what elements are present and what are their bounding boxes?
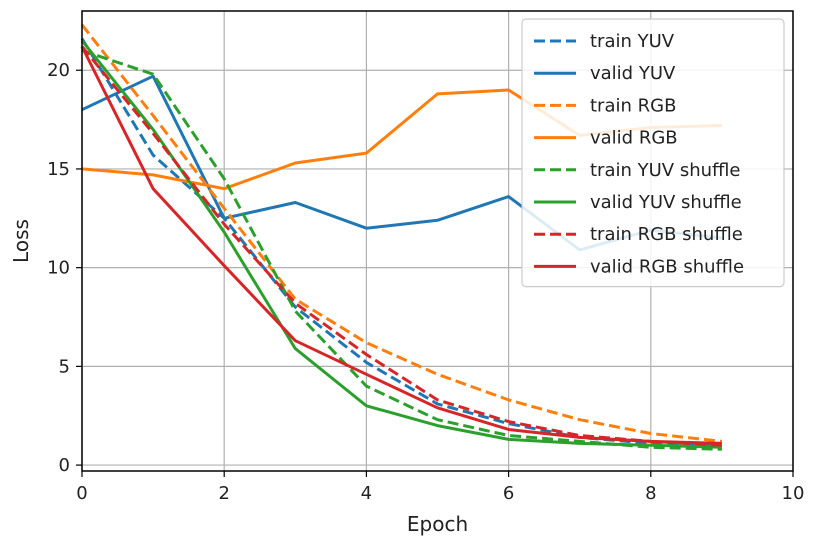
legend: train YUV valid YUV train RGB valid RGB trai… bbox=[521, 18, 785, 288]
y-tick-label: 5 bbox=[59, 356, 70, 377]
x-tick-label: 2 bbox=[218, 483, 229, 504]
legend-label: train YUV shuffle bbox=[590, 160, 741, 181]
legend-label: valid RGB bbox=[590, 128, 678, 149]
legend-box bbox=[521, 18, 785, 288]
series-line-valid-yuv-shuffle bbox=[80, 39, 722, 449]
y-axis-label: Loss bbox=[9, 219, 33, 263]
y-tick-label: 20 bbox=[47, 60, 70, 81]
x-axis-label: Epoch bbox=[407, 512, 468, 536]
x-tick-label: 10 bbox=[782, 483, 805, 504]
plot-frame bbox=[81, 10, 794, 472]
legend-label: valid YUV bbox=[590, 63, 676, 84]
legend-label: train YUV bbox=[590, 31, 675, 52]
series-line-train-rgb bbox=[80, 23, 723, 443]
x-tick-label: 6 bbox=[503, 483, 514, 504]
legend-label: valid RGB shuffle bbox=[590, 256, 744, 277]
x-tick-label: 4 bbox=[361, 483, 372, 504]
legend-label: train RGB shuffle bbox=[590, 224, 743, 245]
y-axis-ticks: 0 5 10 15 20 bbox=[47, 60, 82, 476]
series-line-train-yuv bbox=[80, 37, 722, 447]
x-tick-label: 0 bbox=[76, 483, 87, 504]
y-tick-label: 10 bbox=[47, 258, 70, 279]
x-axis-ticks: 0 2 4 6 8 10 bbox=[76, 471, 804, 504]
y-tick-label: 0 bbox=[59, 455, 70, 476]
legend-label: valid YUV shuffle bbox=[590, 192, 742, 213]
legend-label: train RGB bbox=[590, 95, 676, 116]
series-line-valid-rgb-shuffle bbox=[80, 45, 722, 445]
x-tick-label: 8 bbox=[645, 483, 656, 504]
y-tick-label: 15 bbox=[47, 159, 70, 180]
